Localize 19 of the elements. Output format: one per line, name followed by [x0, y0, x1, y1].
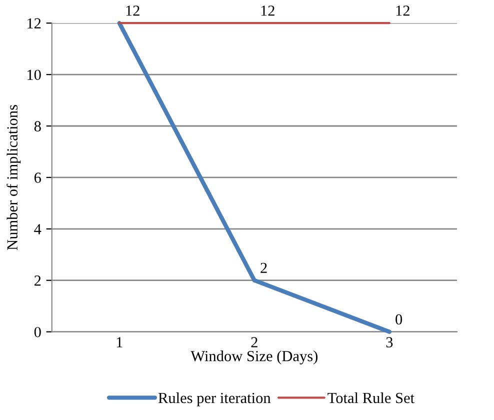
y-tick-label: 10 [28, 70, 41, 80]
x-tick-label: 1 [116, 337, 122, 348]
y-tick-label: 8 [34, 121, 41, 132]
x-axis-title: Window Size (Days) [190, 350, 318, 364]
y-tick-label: 2 [34, 276, 41, 286]
y-tick-label: 12 [28, 18, 41, 28]
y-tick-label: 6 [34, 172, 41, 183]
y-axis-title: Number of implications [6, 105, 21, 250]
data-label: 12 [261, 6, 274, 16]
x-tick-label: 2 [251, 337, 258, 348]
legend-label: Rules per iteration [158, 392, 271, 406]
data-label: 2 [260, 262, 267, 273]
legend-label: Total Rule Set [328, 392, 414, 404]
data-label: 0 [396, 314, 402, 325]
y-tick-label: 0 [34, 326, 41, 338]
x-tick-label: 3 [386, 337, 393, 348]
data-label: 12 [396, 6, 410, 16]
data-label: 12 [126, 6, 140, 16]
y-tick-label: 4 [34, 224, 42, 234]
